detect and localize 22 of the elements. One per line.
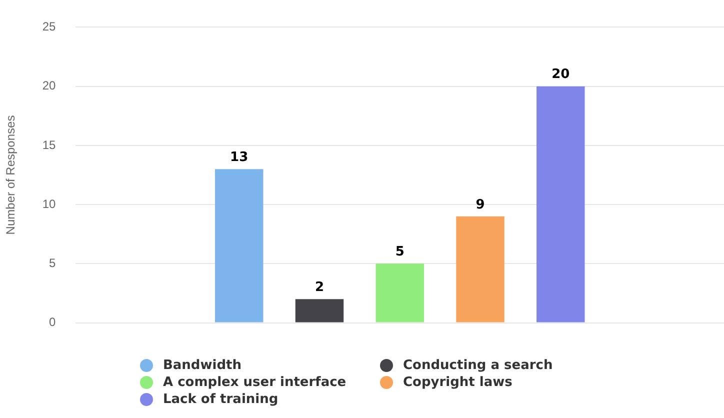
legend-label: Lack of training	[162, 392, 280, 407]
y-tick-label: 10	[42, 196, 56, 211]
data-label: 13	[230, 150, 248, 165]
y-axis-title: Number of Responses	[4, 115, 18, 235]
bar	[536, 86, 585, 322]
legend-label: Bandwidth	[162, 358, 242, 373]
data-label: 20	[552, 67, 570, 82]
legend-label: Copyright laws	[402, 375, 514, 390]
data-label: 2	[314, 280, 324, 296]
data-label: 5	[395, 244, 404, 260]
y-tick-label: 25	[42, 20, 56, 34]
legend-label: A complex user interface	[162, 375, 348, 390]
bar	[295, 299, 344, 322]
y-tick-label: 20	[42, 78, 56, 93]
bar	[214, 169, 264, 322]
bar	[376, 264, 424, 322]
y-tick-label: 0	[49, 315, 56, 330]
legend-label: Conducting a search	[402, 358, 554, 373]
bar	[456, 216, 504, 322]
data-label: 9	[476, 197, 485, 212]
y-tick-label: 5	[49, 256, 56, 270]
y-tick-label: 15	[42, 138, 56, 152]
